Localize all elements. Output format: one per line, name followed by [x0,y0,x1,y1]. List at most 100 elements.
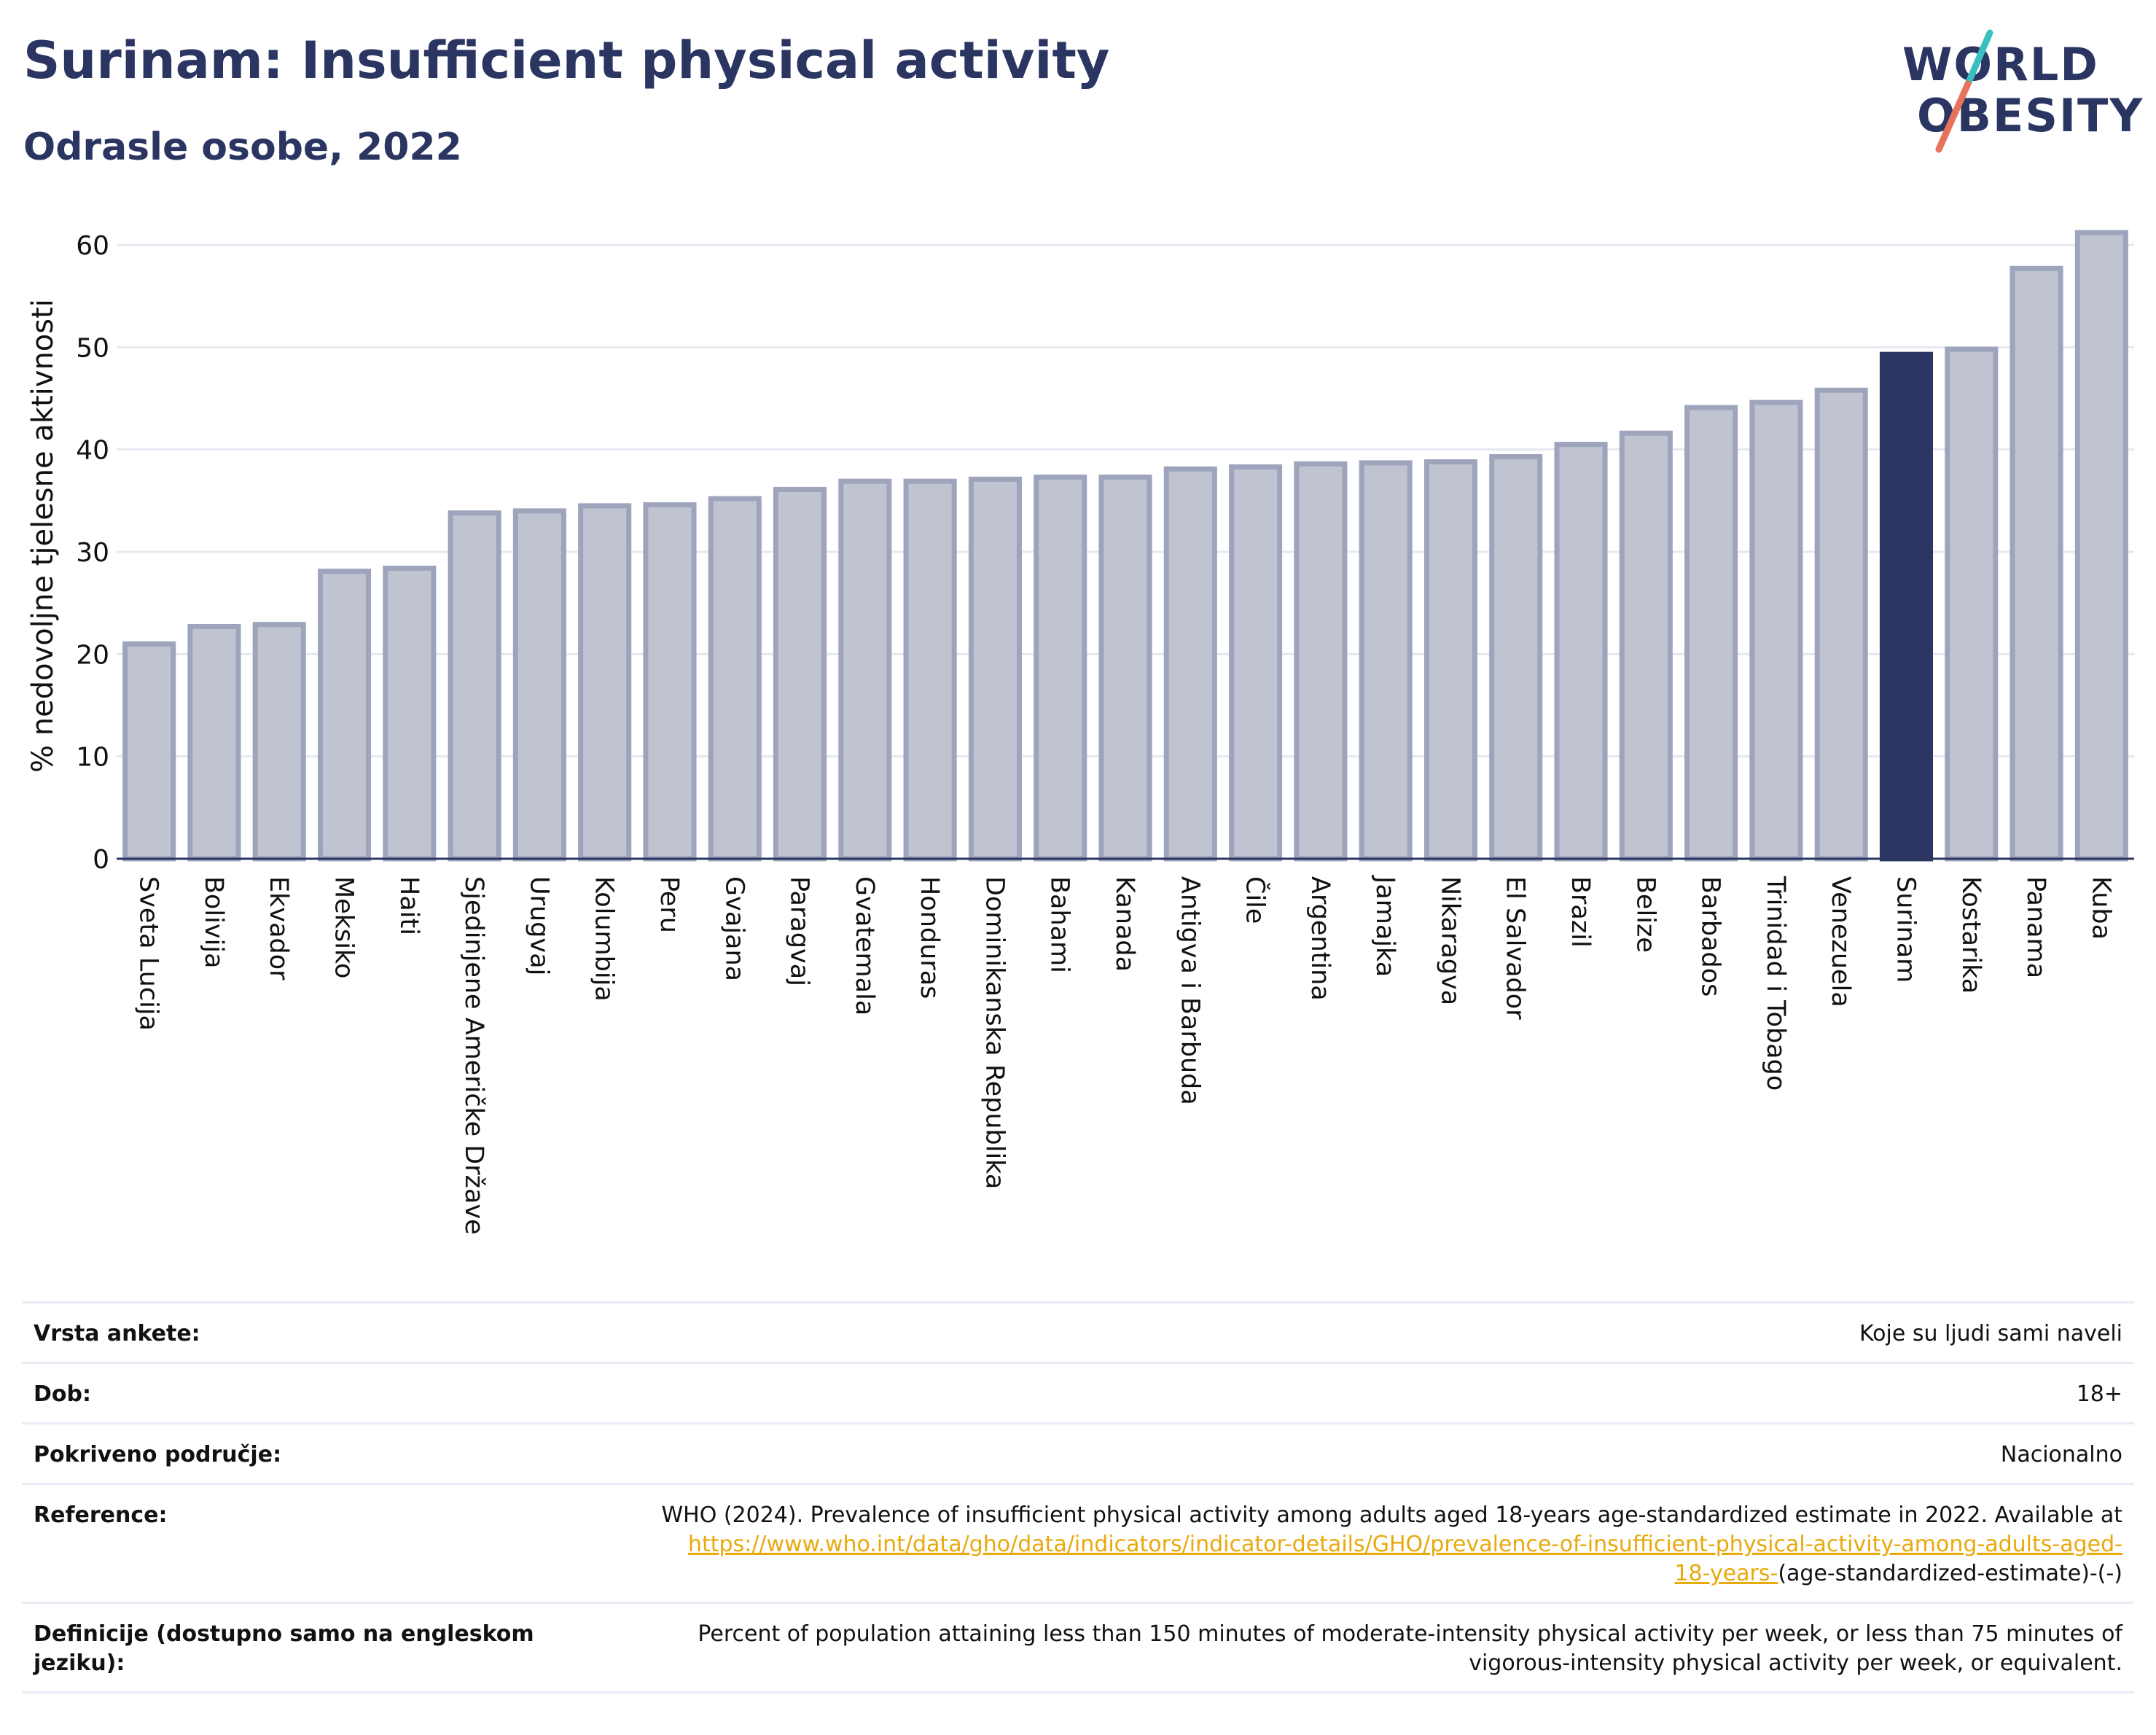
bar [773,486,827,862]
reference-suffix: (age-standardized-estimate)-(-) [1778,1561,2122,1586]
x-tick-label: Ekvador [264,876,293,980]
bar [708,496,762,862]
y-tick-label: 40 [76,436,109,466]
info-row-reference: Reference: WHO (2024). Prevalence of ins… [22,1483,2134,1602]
bar [448,510,501,862]
x-tick-label: Jamajka [1370,875,1399,977]
logo-word-world: WORLD [1902,38,2099,91]
reference-text: WHO (2024). Prevalence of insufficient p… [661,1502,2122,1528]
logo-slash-coral [1935,80,1972,153]
x-tick-label: Paragvaj [785,876,814,986]
bar [1229,464,1283,862]
x-tick-label: Belize [1630,876,1660,953]
bar [187,623,241,862]
x-tick-label: Antigva i Barbuda [1175,876,1204,1105]
bar [1749,399,1803,862]
bar [1814,387,1868,862]
bar [1423,459,1477,862]
info-label: Reference: [34,1502,168,1528]
bar [512,508,566,862]
x-tick-label: Kuba [2086,876,2115,940]
y-axis-label: % nedovoljne tjelesne aktivnosti [26,299,60,773]
reference-link[interactable]: https://www.who.int/data/gho/data/indica… [688,1532,2122,1557]
info-table: Vrsta ankete: Koje su ljudi sami naveli … [22,1301,2134,1693]
bars [122,230,2128,862]
x-tick-label: Dominikanska Republika [980,876,1009,1189]
x-tick-label: Čile [1241,876,1271,924]
x-tick-label: Trinidad i Tobago [1761,876,1790,1091]
info-row-coverage: Pokriveno područje: Nacionalno [22,1422,2134,1483]
x-tick-label: Gvatemala [850,876,879,1015]
x-tick-label: Honduras [915,876,944,999]
bar [122,641,176,862]
info-row-definition: Definicije (dostupno samo na engleskom j… [22,1602,2134,1693]
chart-title: Surinam: Insufficient physical activity [23,31,1110,90]
x-tick-labels: Sveta Lucija Bolivija Ekvador Meksiko Haiti S… [134,875,2116,1235]
y-tick-label: 0 [93,845,109,875]
info-value: 18+ [2076,1381,2122,1407]
x-tick-label: Haiti [394,876,423,935]
bar [1294,461,1348,862]
x-tick-label: Sjedinjene Američke Države [459,876,488,1235]
bar [317,569,372,862]
x-tick-label: Brazil [1566,876,1595,948]
x-tick-label: Meksiko [329,876,359,978]
info-value: Koje su ljudi sami naveli [1859,1321,2122,1346]
bar [903,478,957,862]
y-tick-label: 50 [76,333,109,363]
x-tick-label: Barbados [1696,876,1725,997]
x-tick-label: Nikaragva [1435,876,1464,1005]
bar [1945,346,1999,862]
info-value: Percent of population attaining less tha… [698,1621,2122,1676]
info-label: Dob: [34,1381,91,1407]
bar-highlight [1879,351,1934,862]
bar [1034,475,1087,862]
x-tick-label: El Salvador [1501,876,1530,1020]
chart-subtitle: Odrasle osobe, 2022 [23,125,462,169]
x-tick-label: Argentina [1305,876,1335,1001]
y-tick-label: 60 [76,231,109,261]
x-tick-label: Kanada [1110,876,1139,972]
bar [252,622,306,862]
logo-slash-teal [1964,29,1993,87]
info-label: Definicije (dostupno samo na engleskom j… [34,1621,534,1676]
x-tick-label: Sveta Lucija [134,876,163,1031]
info-row-age: Dob: 18+ [22,1362,2134,1422]
bar [1359,460,1413,862]
bar [643,502,697,862]
x-tick-label: Surinam [1891,876,1920,983]
bar [838,478,892,862]
bar [2009,265,2063,862]
bar [383,565,437,862]
x-tick-label: Gvajana [719,876,749,981]
y-tick-label: 10 [76,743,109,773]
reference-value: WHO (2024). Prevalence of insufficient p… [558,1501,2122,1588]
bar [1554,442,1608,862]
bar-chart: 0 10 20 30 40 50 60 Sveta Lucija Bolivija Ekvado… [26,230,2134,1235]
bar [968,476,1022,862]
x-tick-label: Bolivija [199,876,228,968]
bar [2074,230,2128,862]
x-tick-label: Peru [655,876,684,933]
x-tick-label: Kolumbija [590,876,619,1002]
x-tick-label: Venezuela [1826,876,1855,1007]
x-tick-label: Kostarika [1956,876,1985,994]
y-tick-label: 30 [76,538,109,568]
y-tick-labels: 0 10 20 30 40 50 60 [76,231,109,875]
info-label: Vrsta ankete: [34,1321,200,1346]
x-tick-label: Bahami [1045,876,1074,973]
x-tick-label: Urugvaj [524,876,553,975]
world-obesity-logo: WORLD OBESITY [1902,29,2142,153]
x-tick-label: Panama [2021,876,2050,978]
y-tick-label: 20 [76,640,109,670]
bar [578,503,632,862]
reference-link-cont[interactable]: 18-years- [1674,1561,1778,1586]
bar [1163,466,1217,862]
bar [1619,430,1673,862]
info-value: Nacionalno [2000,1442,2122,1467]
info-row-survey-type: Vrsta ankete: Koje su ljudi sami naveli [22,1301,2134,1362]
bar [1489,453,1543,862]
bar [1098,475,1152,862]
bar [1684,405,1738,862]
info-label: Pokriveno područje: [34,1442,282,1467]
